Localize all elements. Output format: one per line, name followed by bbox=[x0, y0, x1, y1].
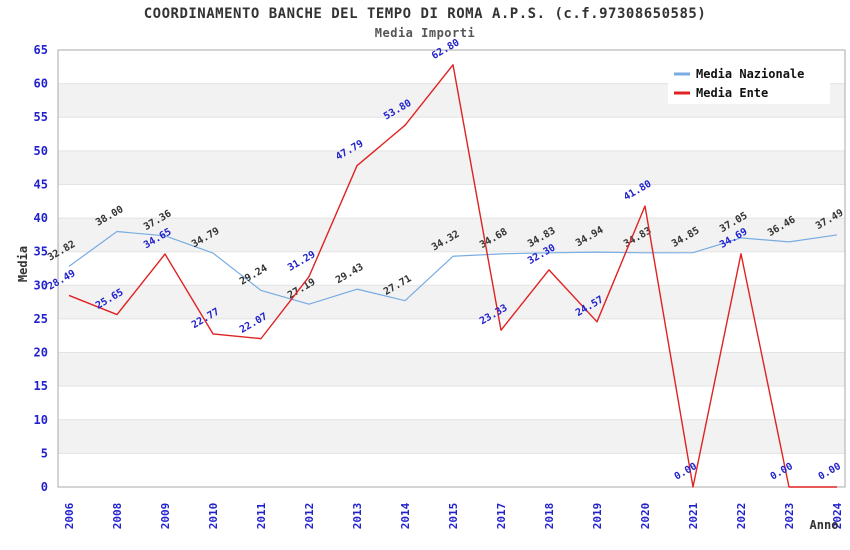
x-tick-label: 2013 bbox=[351, 503, 364, 530]
x-tick-label: 2012 bbox=[303, 503, 316, 530]
y-tick-label: 55 bbox=[34, 110, 48, 124]
y-tick-label: 45 bbox=[34, 177, 48, 191]
x-tick-label: 2015 bbox=[447, 503, 460, 530]
x-tick-label: 2008 bbox=[111, 503, 124, 530]
x-tick-label: 2024 bbox=[831, 502, 844, 529]
y-tick-label: 0 bbox=[41, 480, 48, 494]
x-tick-label: 2022 bbox=[735, 503, 748, 530]
plot-band bbox=[58, 386, 845, 420]
x-tick-label: 2020 bbox=[639, 503, 652, 530]
plot-band bbox=[58, 150, 845, 185]
x-tick-label: 2010 bbox=[207, 503, 220, 530]
x-tick-label: 2017 bbox=[495, 503, 508, 530]
plot-band bbox=[58, 184, 845, 219]
x-axis-title: Anno bbox=[810, 518, 839, 532]
y-tick-label: 65 bbox=[34, 43, 48, 57]
plot-border bbox=[57, 49, 846, 488]
y-tick-label: 25 bbox=[34, 312, 48, 326]
y-tick-label: 15 bbox=[34, 379, 48, 393]
y-tick-label: 20 bbox=[34, 346, 48, 360]
x-tick-label: 2023 bbox=[783, 503, 796, 530]
plot-band bbox=[58, 285, 845, 319]
y-tick-label: 40 bbox=[34, 211, 48, 225]
y-tick-label: 50 bbox=[34, 144, 48, 158]
chart-subtitle: Media Importi bbox=[374, 26, 476, 40]
legend-label: Media Ente bbox=[696, 86, 768, 100]
y-tick-label: 10 bbox=[34, 413, 48, 427]
plot-band bbox=[58, 318, 845, 353]
x-tick-label: 2011 bbox=[255, 502, 268, 529]
x-tick-label: 2009 bbox=[159, 503, 172, 530]
series-line-media-nazionale bbox=[68, 230, 838, 305]
series-line-media-ente bbox=[68, 64, 837, 488]
plot-band bbox=[58, 419, 845, 454]
x-tick-label: 2021 bbox=[687, 502, 700, 529]
x-tick-label: 2014 bbox=[399, 502, 412, 529]
legend-label: Media Nazionale bbox=[696, 67, 804, 81]
plot-band bbox=[58, 117, 845, 151]
legend-box bbox=[668, 62, 830, 104]
y-tick-label: 35 bbox=[34, 245, 48, 259]
plot-band bbox=[58, 453, 845, 487]
y-tick-label: 5 bbox=[41, 446, 48, 460]
x-tick-label: 2019 bbox=[591, 503, 604, 530]
x-tick-label: 2018 bbox=[543, 503, 556, 530]
chart-title: COORDINAMENTO BANCHE DEL TEMPO DI ROMA A… bbox=[143, 6, 707, 22]
y-tick-label: 30 bbox=[34, 278, 48, 292]
plot-band bbox=[58, 251, 845, 286]
y-axis-title: Media bbox=[16, 246, 30, 282]
y-tick-label: 60 bbox=[34, 77, 48, 91]
x-tick-label: 2006 bbox=[63, 502, 76, 529]
plot-band bbox=[58, 352, 845, 387]
